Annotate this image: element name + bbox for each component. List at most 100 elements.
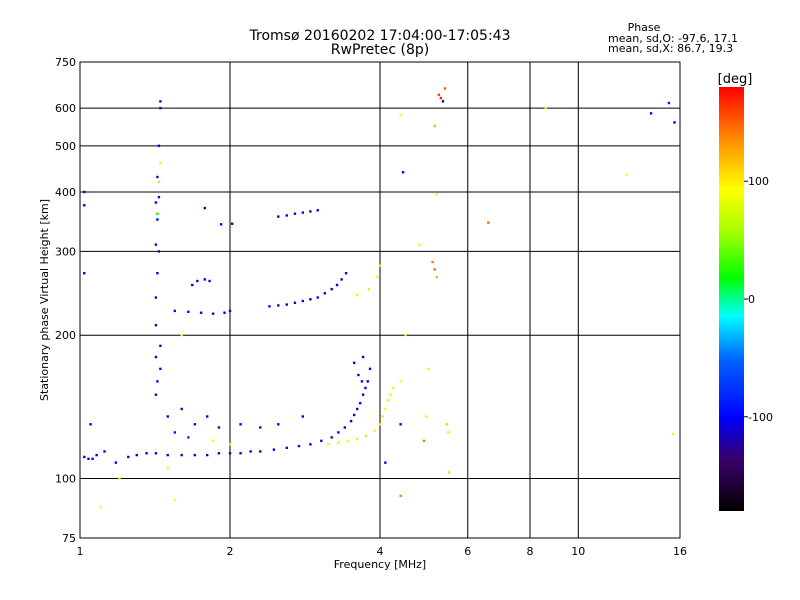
data-point xyxy=(156,218,159,221)
data-point xyxy=(445,423,449,426)
y-tick-label: 300 xyxy=(55,245,76,258)
y-tick-label: 500 xyxy=(55,140,76,153)
data-point xyxy=(159,367,162,371)
data-point xyxy=(223,311,226,314)
data-point xyxy=(443,87,447,90)
data-point xyxy=(384,407,387,411)
colorbar-label: [deg] xyxy=(718,72,753,87)
data-point xyxy=(327,443,330,446)
data-point xyxy=(156,380,159,383)
data-point xyxy=(435,193,438,196)
data-point xyxy=(157,250,161,253)
data-point xyxy=(435,275,438,279)
y-tick-label: 75 xyxy=(62,532,76,545)
data-point xyxy=(320,439,323,443)
phase-line-x: mean, sd,X: 86.7, 19.3 xyxy=(608,42,733,55)
data-point xyxy=(285,214,288,217)
data-point xyxy=(173,309,177,313)
grid-lines xyxy=(80,62,680,538)
data-point xyxy=(205,453,209,457)
phase-line-o: mean, sd,O: -97.6, 17.1 xyxy=(608,32,738,45)
data-point xyxy=(352,413,356,417)
data-point xyxy=(293,301,297,304)
data-point xyxy=(217,452,221,455)
data-point xyxy=(447,471,451,474)
data-point xyxy=(340,278,343,281)
colorbar-ticks: 100 0 -100 xyxy=(744,175,773,424)
data-point xyxy=(154,201,158,204)
data-point xyxy=(173,431,177,434)
data-point xyxy=(376,275,379,279)
data-point xyxy=(671,432,675,436)
data-point xyxy=(357,373,360,377)
data-point xyxy=(159,106,162,110)
y-tick-label: 400 xyxy=(55,186,76,199)
data-point xyxy=(446,431,450,434)
data-point xyxy=(154,452,158,455)
data-point xyxy=(180,334,183,337)
data-point xyxy=(433,268,436,271)
x-tick-label: 2 xyxy=(227,545,234,558)
data-point xyxy=(157,144,161,148)
data-point xyxy=(352,361,356,365)
data-point xyxy=(399,423,402,426)
y-axis-ticks: 75 100 200 300 400 500 600 750 xyxy=(55,56,76,545)
data-point xyxy=(259,426,262,429)
data-point xyxy=(187,436,190,439)
x-tick-label: 4 xyxy=(377,545,384,558)
y-tick-label: 750 xyxy=(55,56,76,69)
data-point xyxy=(239,452,242,455)
data-point xyxy=(154,243,158,246)
data-point xyxy=(309,210,312,213)
data-point xyxy=(439,96,443,100)
data-point xyxy=(154,355,158,359)
data-point xyxy=(309,298,312,301)
x-axis-ticks: 1 2 4 6 8 10 16 xyxy=(77,545,688,558)
data-point xyxy=(154,296,158,299)
data-point xyxy=(87,457,90,461)
data-point xyxy=(391,386,395,390)
data-points xyxy=(83,87,676,509)
data-point xyxy=(203,278,206,281)
data-point xyxy=(166,415,169,418)
data-point xyxy=(297,444,301,448)
data-point xyxy=(211,439,215,443)
data-point xyxy=(355,407,359,411)
data-point xyxy=(487,221,490,224)
data-point xyxy=(83,190,86,194)
data-point xyxy=(418,243,421,246)
data-point xyxy=(156,175,159,179)
data-point xyxy=(355,293,359,297)
data-point xyxy=(346,439,350,443)
data-point xyxy=(366,380,369,383)
data-point xyxy=(373,429,376,432)
data-point xyxy=(389,393,392,396)
y-tick-label: 600 xyxy=(55,102,76,115)
data-point xyxy=(91,457,94,461)
x-tick-label: 6 xyxy=(464,545,471,558)
data-point xyxy=(399,380,402,383)
data-point xyxy=(427,367,430,371)
data-point xyxy=(99,506,102,509)
data-point xyxy=(230,222,234,225)
data-point xyxy=(154,393,158,396)
colorbar xyxy=(719,87,744,511)
data-point xyxy=(127,455,130,459)
data-point xyxy=(649,112,653,115)
data-point xyxy=(384,461,387,464)
data-point xyxy=(399,113,402,117)
data-point xyxy=(157,180,161,184)
data-point xyxy=(259,450,262,453)
data-point xyxy=(180,453,183,457)
data-point xyxy=(358,401,362,405)
data-point xyxy=(249,450,252,453)
data-point xyxy=(239,423,242,426)
data-point xyxy=(424,415,428,418)
data-point xyxy=(355,437,359,441)
y-tick-label: 100 xyxy=(55,473,76,486)
data-point xyxy=(625,173,628,176)
x-tick-label: 10 xyxy=(571,545,585,558)
data-point xyxy=(173,499,177,502)
data-point xyxy=(277,423,280,426)
data-point xyxy=(83,272,86,275)
